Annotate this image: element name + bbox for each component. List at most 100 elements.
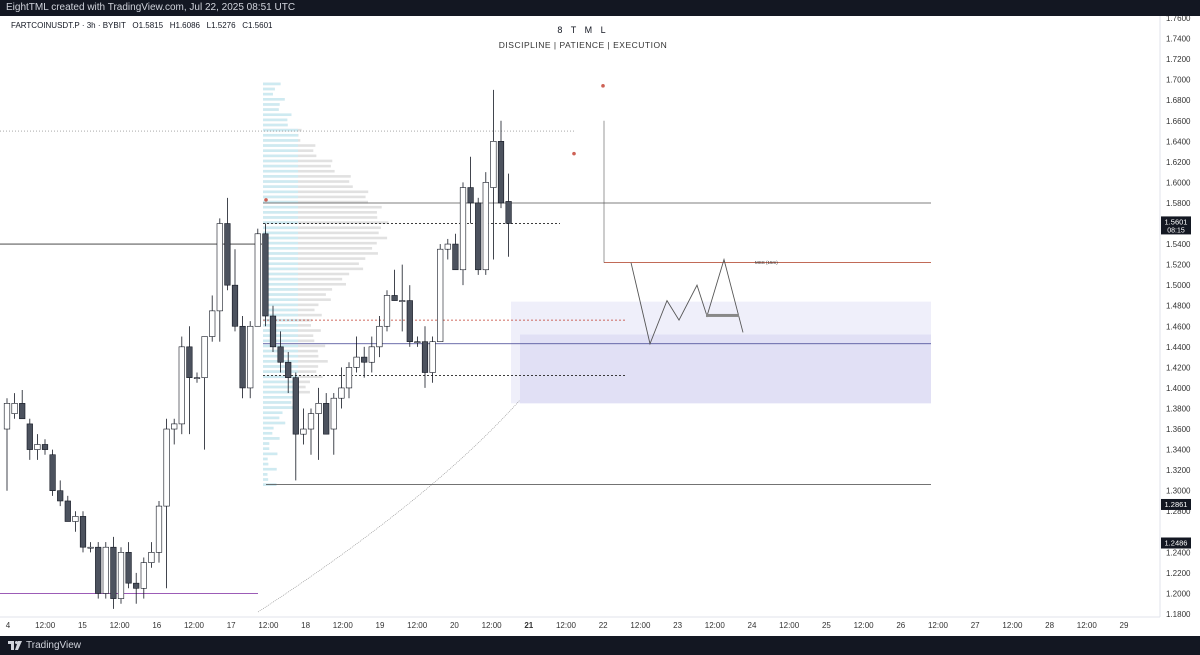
- candle-body-bull: [437, 248, 444, 342]
- price-axis-label: 1.5800: [1166, 199, 1191, 208]
- candle-body-bull: [338, 387, 345, 399]
- volume-profile-bar: [263, 226, 381, 230]
- volume-profile-bar-value-area: [263, 308, 298, 312]
- candle: [505, 173, 512, 257]
- time-axis-label: 29: [1120, 621, 1129, 630]
- level-price-tag-label: 1.2486: [1165, 539, 1188, 548]
- candle: [193, 372, 201, 383]
- volume-profile-bar-value-area: [263, 416, 280, 420]
- price-axis-label: 1.7400: [1166, 35, 1191, 44]
- time-axis-label: 20: [450, 621, 459, 630]
- candle-body-bull: [163, 428, 170, 507]
- volume-profile-bar-value-area: [263, 247, 298, 250]
- volume-profile-bar-value-area: [263, 211, 298, 214]
- candle: [247, 321, 254, 399]
- candle-body-bull: [383, 295, 391, 327]
- candle-body-bear: [64, 500, 71, 522]
- candle-body-bear: [505, 201, 512, 224]
- candle: [307, 408, 315, 455]
- candle: [178, 336, 185, 435]
- volume-profile-bar-value-area: [263, 452, 278, 456]
- candle-body-bear: [497, 141, 505, 204]
- candle: [414, 336, 421, 347]
- top-attribution-bar: EightTML created with TradingView.com, J…: [0, 0, 1200, 16]
- candle: [262, 223, 269, 327]
- candle-body-bull: [376, 325, 383, 348]
- time-axis-label: 12:00: [1077, 621, 1098, 630]
- candle: [467, 156, 474, 224]
- candle-body-bull: [399, 300, 406, 302]
- candle-body-bull: [216, 223, 223, 312]
- tradingview-logo[interactable]: TradingView: [8, 640, 81, 651]
- candle-body-bull: [171, 423, 178, 430]
- time-axis-label: 25: [822, 621, 831, 630]
- candle: [140, 557, 147, 599]
- candle-body-bull: [429, 341, 436, 373]
- candle-body-bear: [239, 325, 246, 389]
- candle-body-bear: [57, 490, 64, 502]
- volume-profile-bar-value-area: [263, 437, 280, 440]
- volume-profile-bar-value-area: [263, 185, 298, 188]
- volume-profile-bar-value-area: [263, 200, 298, 204]
- volume-profile-bar: [263, 221, 389, 224]
- volume-profile-bar-value-area: [263, 447, 270, 450]
- volume-profile-bar-value-area: [263, 396, 296, 399]
- volume-profile-bar: [263, 252, 378, 255]
- volume-profile-bar: [263, 169, 335, 173]
- candle: [72, 511, 79, 532]
- candle: [125, 542, 132, 589]
- candle-body-bull: [444, 243, 451, 250]
- candle-body-bull: [330, 397, 337, 430]
- volume-profile-bar-value-area: [263, 149, 298, 152]
- volume-profile-bar-value-area: [263, 128, 298, 132]
- candle-body-bear: [49, 454, 56, 491]
- candle-body-bull: [368, 346, 375, 363]
- time-axis-label: 17: [227, 621, 236, 630]
- candle-body-bull: [3, 403, 11, 430]
- current-price-tag: 1.5601 08:15: [1161, 216, 1191, 235]
- tradingview-logo-icon: [8, 641, 22, 650]
- volume-profile-bar-value-area: [263, 421, 286, 425]
- volume-profile-bar: [263, 282, 346, 286]
- chart-canvas[interactable]: MSS (15m) 1.7600 1.7400 1.7200 1.7000 1.6800…: [0, 16, 1200, 636]
- volume-profile-bar: [263, 257, 366, 260]
- price-axis-label: 1.4000: [1166, 384, 1191, 393]
- candle-body-bull: [209, 310, 216, 337]
- time-axis[interactable]: 4 12:00 15 12:00 16 12:00 17 12:00 18 12:00 19 12:0…: [6, 621, 1129, 630]
- price-axis[interactable]: 1.7600 1.7400 1.7200 1.7000 1.6800 1.6600 1.64…: [1166, 16, 1191, 619]
- volume-profile-bar: [263, 211, 377, 214]
- volume-profile-bar-value-area: [263, 231, 298, 235]
- volume-profile-bar: [263, 200, 368, 204]
- candle-body-bear: [19, 403, 26, 420]
- candle: [459, 182, 467, 286]
- symbol-info-line[interactable]: FARTCOINUSDT.P · 3h · BYBIT O1.5815 H1.6…: [11, 21, 273, 30]
- candle: [186, 326, 193, 435]
- level-price-tag-bg: [1161, 537, 1191, 549]
- candle: [429, 336, 436, 383]
- level-price-tag-bg: [1161, 498, 1191, 510]
- candle: [323, 393, 330, 435]
- volume-profile-bar-value-area: [263, 401, 292, 404]
- volume-profile-bar-value-area: [263, 180, 298, 183]
- time-axis-label: 12:00: [35, 621, 56, 630]
- candle: [421, 326, 429, 388]
- candle: [490, 89, 497, 260]
- time-axis-label: 12:00: [333, 621, 354, 630]
- candle-body-bull: [72, 516, 79, 522]
- volume-profile-bar-value-area: [263, 175, 298, 178]
- candle: [41, 439, 49, 455]
- trend-curve-path: [257, 399, 521, 613]
- volume-profile-bar-value-area: [263, 190, 298, 194]
- brand-label: TradingView: [26, 640, 82, 651]
- candle-body-bear: [406, 300, 413, 342]
- candle-body-bear: [292, 377, 299, 435]
- volume-profile-bar: [263, 247, 373, 250]
- candle: [376, 316, 383, 358]
- candle-body-bull: [247, 325, 254, 389]
- candle-body-bear: [26, 423, 33, 450]
- price-axis-label: 1.6000: [1166, 178, 1191, 187]
- candle: [231, 249, 239, 332]
- trend-curve: [257, 399, 521, 613]
- bottom-brand-bar: TradingView: [0, 636, 1200, 655]
- candle: [239, 316, 246, 399]
